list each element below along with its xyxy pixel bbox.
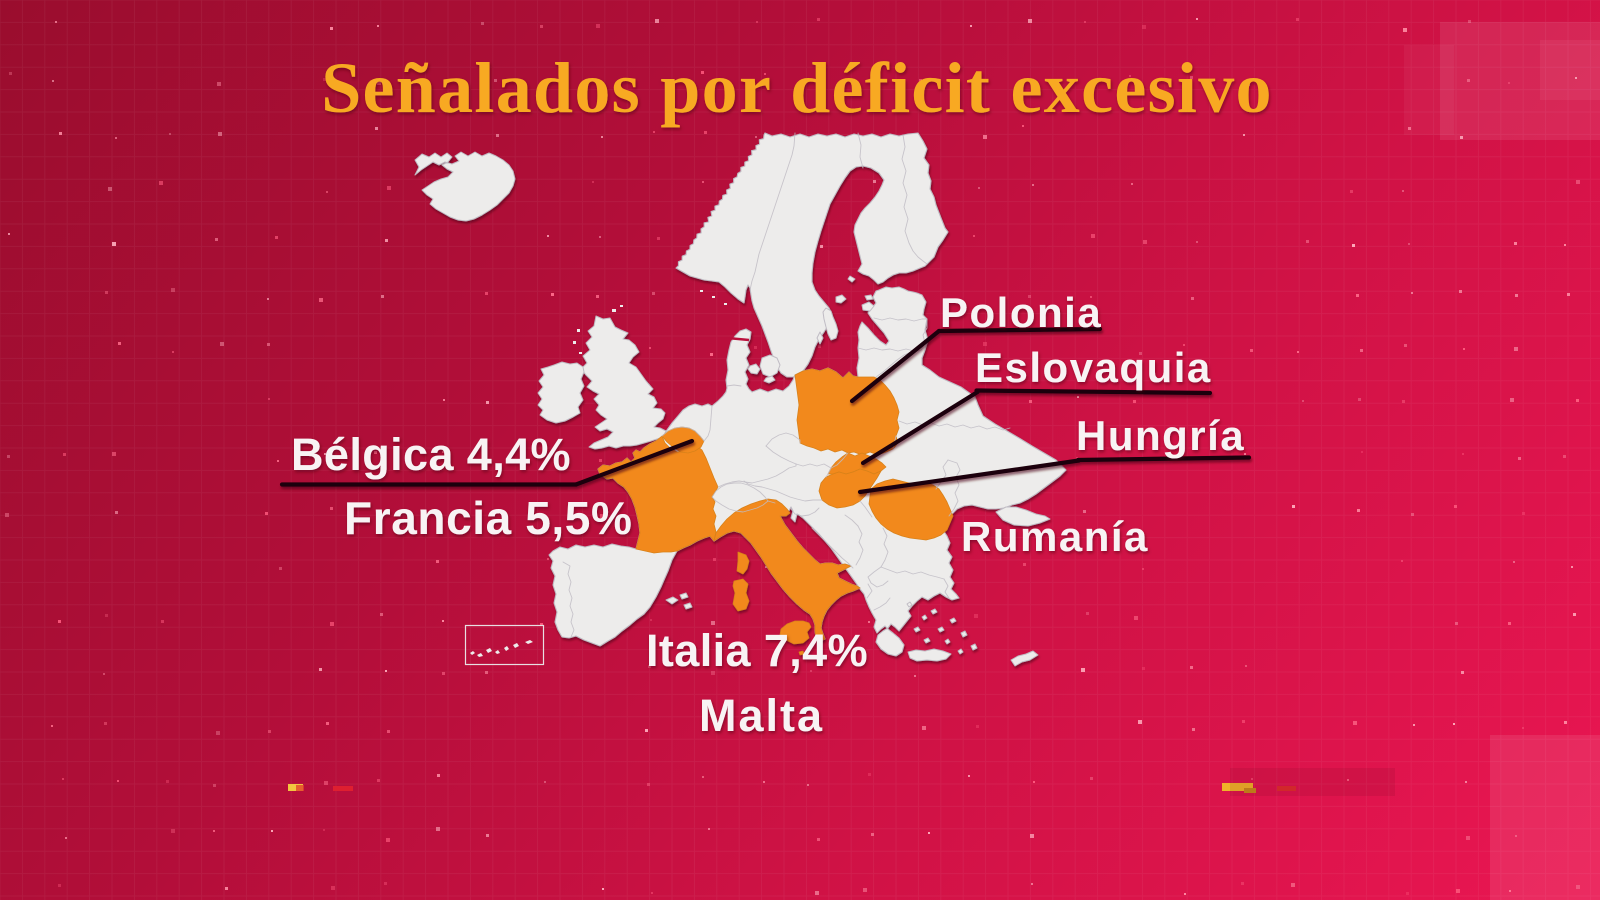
svg-text:Bélgica 4,4%: Bélgica 4,4%	[291, 429, 571, 480]
svg-text:Italia 7,4%: Italia 7,4%	[646, 625, 868, 676]
svg-text:Rumanía: Rumanía	[961, 513, 1149, 560]
svg-text:Polonia: Polonia	[940, 289, 1102, 336]
svg-text:Eslovaquia: Eslovaquia	[975, 344, 1212, 391]
svg-text:Señalados por déficit excesivo: Señalados por déficit excesivo	[321, 48, 1273, 128]
svg-text:Malta: Malta	[699, 690, 824, 741]
svg-text:Hungría: Hungría	[1076, 412, 1245, 459]
svg-text:Francia 5,5%: Francia 5,5%	[344, 492, 632, 544]
